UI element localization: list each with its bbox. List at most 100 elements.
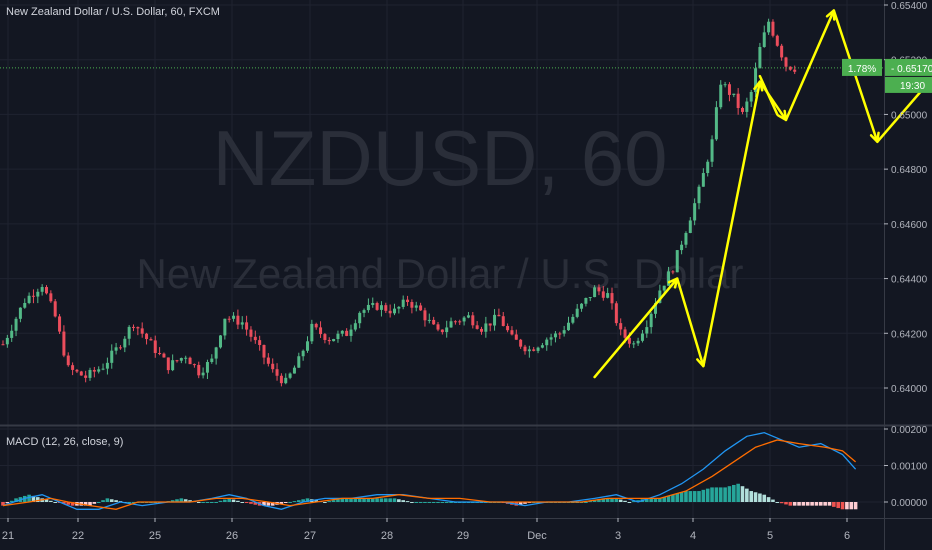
macd-histogram-bar [662,497,666,502]
time-tick-label: 28 [381,530,393,542]
macd-histogram-bar [388,498,392,502]
macd-histogram-bar [44,499,49,502]
macd-histogram-bar [323,502,327,503]
candle-body [667,271,671,286]
macd-histogram-bar [727,486,732,502]
candle-body [205,362,209,373]
macd-histogram-bar [188,500,192,502]
candle-body [532,349,536,351]
candle-body [597,287,601,292]
candle-body [593,287,597,298]
candle-body [127,326,131,339]
price-badge-text: - 0.65170 [891,64,932,75]
macd-histogram-bar [201,502,205,503]
annotation-arrowhead [696,355,707,368]
signal-line [2,439,857,510]
candle-body [266,357,270,364]
macd-histogram-bar [357,498,362,502]
macd-histogram-bar [740,486,745,502]
macd-label[interactable]: MACD (12, 26, close, 9) [6,436,124,448]
macd-histogram-bar [523,502,527,504]
candle-body [306,341,309,351]
macd-histogram-bar [266,502,271,506]
annotation-arrowhead [869,131,880,144]
candle-body [188,357,192,365]
candle-body [58,316,62,332]
candle-body [366,304,370,311]
macd-histogram-bar [423,502,427,503]
candle-body [610,293,614,304]
macd-histogram-bar [244,502,249,503]
candle-body [662,285,666,291]
candle-body [210,358,214,363]
candle-body [427,319,431,321]
watermark-name: New Zealand Dollar / U.S. Dollar [137,250,744,297]
candle-body [545,339,549,346]
candle-body [23,302,27,308]
macd-histogram-bar [736,483,740,502]
macd-histogram-bar [101,500,105,502]
macd-histogram-bar [392,498,397,502]
candle-body [27,295,31,303]
macd-histogram-bar [797,502,801,506]
candle-body [780,45,784,58]
macd-histogram-bar [427,502,432,503]
candle-body [262,345,266,358]
candle-body [71,365,75,370]
candle-body [654,302,657,314]
time-tick-label: 21 [2,530,14,542]
macd-histogram-bar [170,500,175,502]
candle-body [105,362,109,369]
macd-histogram-bar [223,499,227,502]
macd-histogram-bar [853,502,858,510]
symbol-title[interactable]: New Zealand Dollar / U.S. Dollar, 60, FX… [6,6,220,18]
macd-histogram-bar [714,487,719,502]
candle-body [393,308,396,314]
candle-body [688,220,692,233]
candle-body [510,330,514,335]
candle-body [614,303,618,324]
macd-histogram-bar [249,502,253,504]
macd-histogram-bar [196,502,201,503]
macd-histogram-bar [83,502,88,506]
candle-body [558,333,562,335]
candle-body [767,21,771,33]
candle-body [671,271,675,273]
candle-body [440,329,444,333]
change-badge [842,58,882,76]
annotation-arrowhead [753,80,764,92]
candle-body [371,303,375,305]
macd-histogram-bar [810,502,814,506]
macd-histogram-bar [218,500,223,502]
macd-histogram-bar [605,498,610,502]
candle-body [732,93,736,95]
macd-histogram-bar [1,502,5,506]
candle-body [45,287,48,294]
macd-histogram-bar [653,498,658,502]
time-tick-label: 22 [72,530,84,542]
countdown-badge-text: 19:30 [900,81,925,92]
macd-histogram-bar [305,498,310,502]
candle-body [375,303,379,310]
candle-body [358,312,362,324]
candle-body [775,35,779,46]
time-tick-label: 29 [457,530,469,542]
candle-body [649,313,653,328]
candle-body [227,318,231,320]
macd-histogram-bar [592,500,597,502]
price-tick-label: 0.64600 [891,220,928,231]
macd-histogram-bar [175,499,179,502]
candle-body [684,232,688,245]
candle-body [706,161,710,174]
price-badge [885,58,932,76]
candle-body [279,375,283,384]
change-badge-text: 1.78% [848,64,876,75]
macd-histogram-bar [601,498,606,502]
candle-body [406,299,410,303]
candle-body [501,316,505,326]
macd-histogram-bar [405,501,410,503]
macd-histogram-bar [240,502,245,503]
macd-histogram-bar [288,502,292,503]
